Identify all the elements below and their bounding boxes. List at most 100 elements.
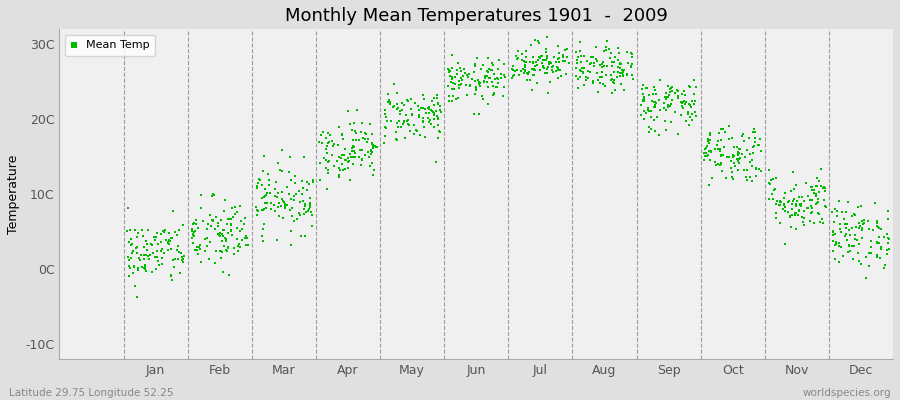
- Mean Temp: [221, 272, 236, 278]
- Mean Temp: [788, 203, 803, 209]
- Mean Temp: [855, 218, 869, 224]
- Mean Temp: [278, 203, 293, 209]
- Mean Temp: [320, 139, 335, 146]
- Mean Temp: [149, 266, 164, 272]
- Mean Temp: [137, 265, 151, 272]
- Mean Temp: [412, 132, 427, 138]
- Mean Temp: [229, 210, 243, 217]
- Mean Temp: [410, 128, 425, 134]
- Mean Temp: [355, 120, 369, 126]
- Mean Temp: [327, 141, 341, 148]
- Mean Temp: [870, 252, 885, 259]
- Mean Temp: [452, 78, 466, 84]
- Mean Temp: [470, 55, 484, 62]
- Mean Temp: [320, 143, 335, 150]
- Mean Temp: [256, 194, 271, 200]
- Mean Temp: [532, 54, 546, 60]
- Mean Temp: [635, 96, 650, 103]
- Mean Temp: [335, 161, 349, 167]
- Mean Temp: [726, 152, 741, 158]
- Mean Temp: [433, 129, 447, 135]
- Mean Temp: [705, 175, 719, 182]
- Mean Temp: [176, 221, 190, 228]
- Mean Temp: [441, 66, 455, 72]
- Mean Temp: [817, 185, 832, 192]
- Mean Temp: [642, 92, 656, 99]
- Mean Temp: [789, 210, 804, 216]
- Mean Temp: [422, 106, 436, 112]
- Mean Temp: [205, 217, 220, 223]
- Mean Temp: [571, 84, 585, 91]
- Mean Temp: [146, 250, 160, 256]
- Mean Temp: [535, 60, 549, 66]
- Mean Temp: [138, 264, 152, 270]
- Mean Temp: [305, 176, 320, 183]
- Mean Temp: [253, 177, 267, 183]
- Mean Temp: [599, 63, 614, 69]
- Mean Temp: [519, 54, 534, 60]
- Mean Temp: [251, 208, 266, 214]
- Mean Temp: [526, 66, 541, 72]
- Mean Temp: [301, 208, 315, 214]
- Mean Temp: [805, 184, 819, 191]
- Mean Temp: [292, 210, 307, 216]
- Mean Temp: [364, 149, 379, 155]
- Mean Temp: [604, 72, 618, 78]
- Mean Temp: [382, 99, 396, 105]
- Mean Temp: [337, 167, 351, 174]
- Mean Temp: [258, 192, 273, 198]
- Mean Temp: [657, 105, 671, 112]
- Mean Temp: [175, 256, 189, 263]
- Mean Temp: [200, 235, 214, 242]
- Mean Temp: [796, 197, 811, 204]
- Mean Temp: [856, 220, 870, 227]
- Mean Temp: [426, 109, 440, 116]
- Mean Temp: [466, 111, 481, 117]
- Mean Temp: [816, 184, 831, 190]
- Mean Temp: [833, 244, 848, 250]
- Mean Temp: [186, 219, 201, 226]
- Mean Temp: [536, 64, 550, 70]
- Mean Temp: [453, 65, 467, 72]
- Mean Temp: [594, 64, 608, 70]
- Mean Temp: [377, 140, 392, 146]
- Mean Temp: [365, 141, 380, 147]
- Mean Temp: [698, 150, 712, 156]
- Mean Temp: [869, 253, 884, 259]
- Mean Temp: [838, 221, 852, 227]
- Mean Temp: [778, 208, 792, 214]
- Mean Temp: [659, 90, 673, 96]
- Mean Temp: [186, 240, 201, 246]
- Mean Temp: [536, 57, 550, 63]
- Mean Temp: [415, 118, 429, 124]
- Mean Temp: [453, 82, 467, 88]
- Mean Temp: [656, 105, 670, 111]
- Mean Temp: [615, 70, 629, 76]
- Mean Temp: [387, 80, 401, 87]
- Mean Temp: [154, 230, 168, 237]
- Mean Temp: [272, 200, 286, 206]
- Mean Temp: [783, 214, 797, 220]
- Mean Temp: [213, 216, 228, 223]
- Mean Temp: [477, 73, 491, 79]
- Mean Temp: [668, 90, 682, 96]
- Mean Temp: [874, 225, 888, 232]
- Mean Temp: [853, 202, 868, 209]
- Mean Temp: [642, 124, 656, 130]
- Mean Temp: [412, 107, 427, 113]
- Mean Temp: [390, 90, 404, 96]
- Mean Temp: [816, 197, 831, 204]
- Mean Temp: [636, 91, 651, 98]
- Mean Temp: [283, 206, 297, 213]
- Mean Temp: [868, 200, 883, 206]
- Mean Temp: [583, 69, 598, 75]
- Mean Temp: [608, 87, 622, 94]
- Mean Temp: [478, 74, 492, 80]
- Mean Temp: [346, 143, 361, 150]
- Mean Temp: [881, 216, 896, 222]
- Mean Temp: [812, 211, 826, 217]
- Mean Temp: [286, 192, 301, 199]
- Mean Temp: [752, 142, 767, 148]
- Mean Temp: [781, 198, 796, 205]
- Mean Temp: [139, 268, 153, 274]
